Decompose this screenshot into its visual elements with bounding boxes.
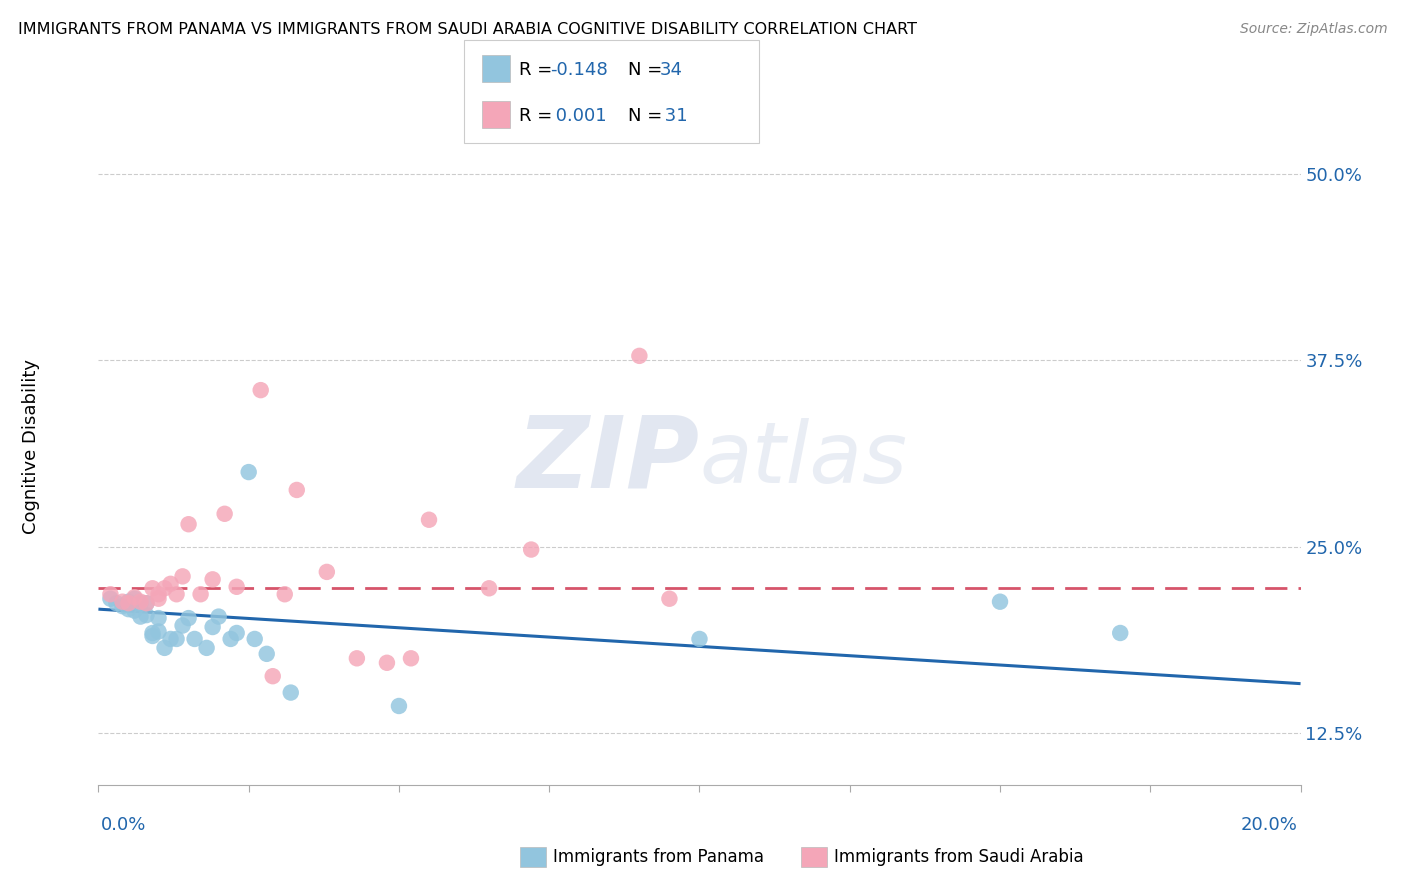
Point: [262, 669, 284, 683]
Point: [628, 349, 651, 363]
Point: [172, 618, 194, 632]
Point: [141, 626, 163, 640]
Point: [201, 572, 224, 586]
Point: [280, 685, 302, 699]
Point: [375, 656, 398, 670]
Point: [238, 465, 260, 479]
Text: 0.0%: 0.0%: [101, 816, 146, 834]
Point: [117, 602, 139, 616]
Point: [399, 651, 422, 665]
Text: N =: N =: [628, 62, 668, 79]
Point: [388, 698, 411, 713]
Point: [418, 513, 440, 527]
Text: 31: 31: [659, 107, 688, 125]
Point: [346, 651, 368, 665]
Point: [148, 591, 170, 606]
Text: ZIP: ZIP: [516, 411, 699, 508]
Point: [111, 595, 134, 609]
Point: [274, 587, 297, 601]
Point: [159, 632, 181, 646]
Point: [100, 591, 122, 606]
Text: R =: R =: [519, 62, 558, 79]
Point: [153, 640, 176, 655]
Text: Source: ZipAtlas.com: Source: ZipAtlas.com: [1240, 22, 1388, 37]
Point: [153, 582, 176, 596]
Point: [117, 595, 139, 609]
Point: [195, 640, 218, 655]
Text: 20.0%: 20.0%: [1241, 816, 1298, 834]
Text: Immigrants from Panama: Immigrants from Panama: [553, 847, 763, 866]
Point: [478, 582, 501, 596]
Point: [124, 591, 146, 605]
Point: [520, 542, 543, 557]
Point: [256, 647, 278, 661]
Point: [105, 596, 128, 610]
Point: [315, 565, 337, 579]
Point: [141, 582, 163, 596]
Point: [219, 632, 242, 646]
Point: [129, 595, 152, 609]
Point: [135, 596, 157, 610]
Point: [124, 591, 146, 606]
Point: [190, 587, 212, 601]
Point: [225, 580, 247, 594]
Point: [658, 591, 681, 606]
Text: Immigrants from Saudi Arabia: Immigrants from Saudi Arabia: [834, 847, 1084, 866]
Text: 34: 34: [659, 62, 682, 79]
Text: R =: R =: [519, 107, 558, 125]
Text: N =: N =: [628, 107, 668, 125]
Point: [183, 632, 205, 646]
Text: Cognitive Disability: Cognitive Disability: [22, 359, 39, 533]
Point: [135, 608, 157, 623]
Point: [166, 632, 188, 646]
Point: [148, 611, 170, 625]
Point: [249, 383, 271, 397]
Point: [285, 483, 308, 497]
Point: [111, 599, 134, 614]
Point: [117, 596, 139, 610]
Point: [166, 587, 188, 601]
Point: [148, 624, 170, 639]
Point: [129, 609, 152, 624]
Point: [214, 507, 236, 521]
Point: [135, 596, 157, 610]
Point: [124, 604, 146, 618]
Point: [172, 569, 194, 583]
Text: 0.001: 0.001: [550, 107, 606, 125]
Text: -0.148: -0.148: [550, 62, 607, 79]
Point: [208, 609, 231, 624]
Point: [177, 611, 200, 625]
Point: [243, 632, 266, 646]
Point: [141, 629, 163, 643]
Text: IMMIGRANTS FROM PANAMA VS IMMIGRANTS FROM SAUDI ARABIA COGNITIVE DISABILITY CORR: IMMIGRANTS FROM PANAMA VS IMMIGRANTS FRO…: [18, 22, 917, 37]
Point: [988, 595, 1011, 609]
Point: [148, 587, 170, 601]
Point: [1109, 626, 1132, 640]
Point: [225, 626, 247, 640]
Point: [100, 587, 122, 601]
Point: [201, 620, 224, 634]
Text: atlas: atlas: [699, 418, 907, 501]
Point: [159, 577, 181, 591]
Point: [177, 517, 200, 532]
Point: [129, 596, 152, 610]
Point: [688, 632, 710, 646]
